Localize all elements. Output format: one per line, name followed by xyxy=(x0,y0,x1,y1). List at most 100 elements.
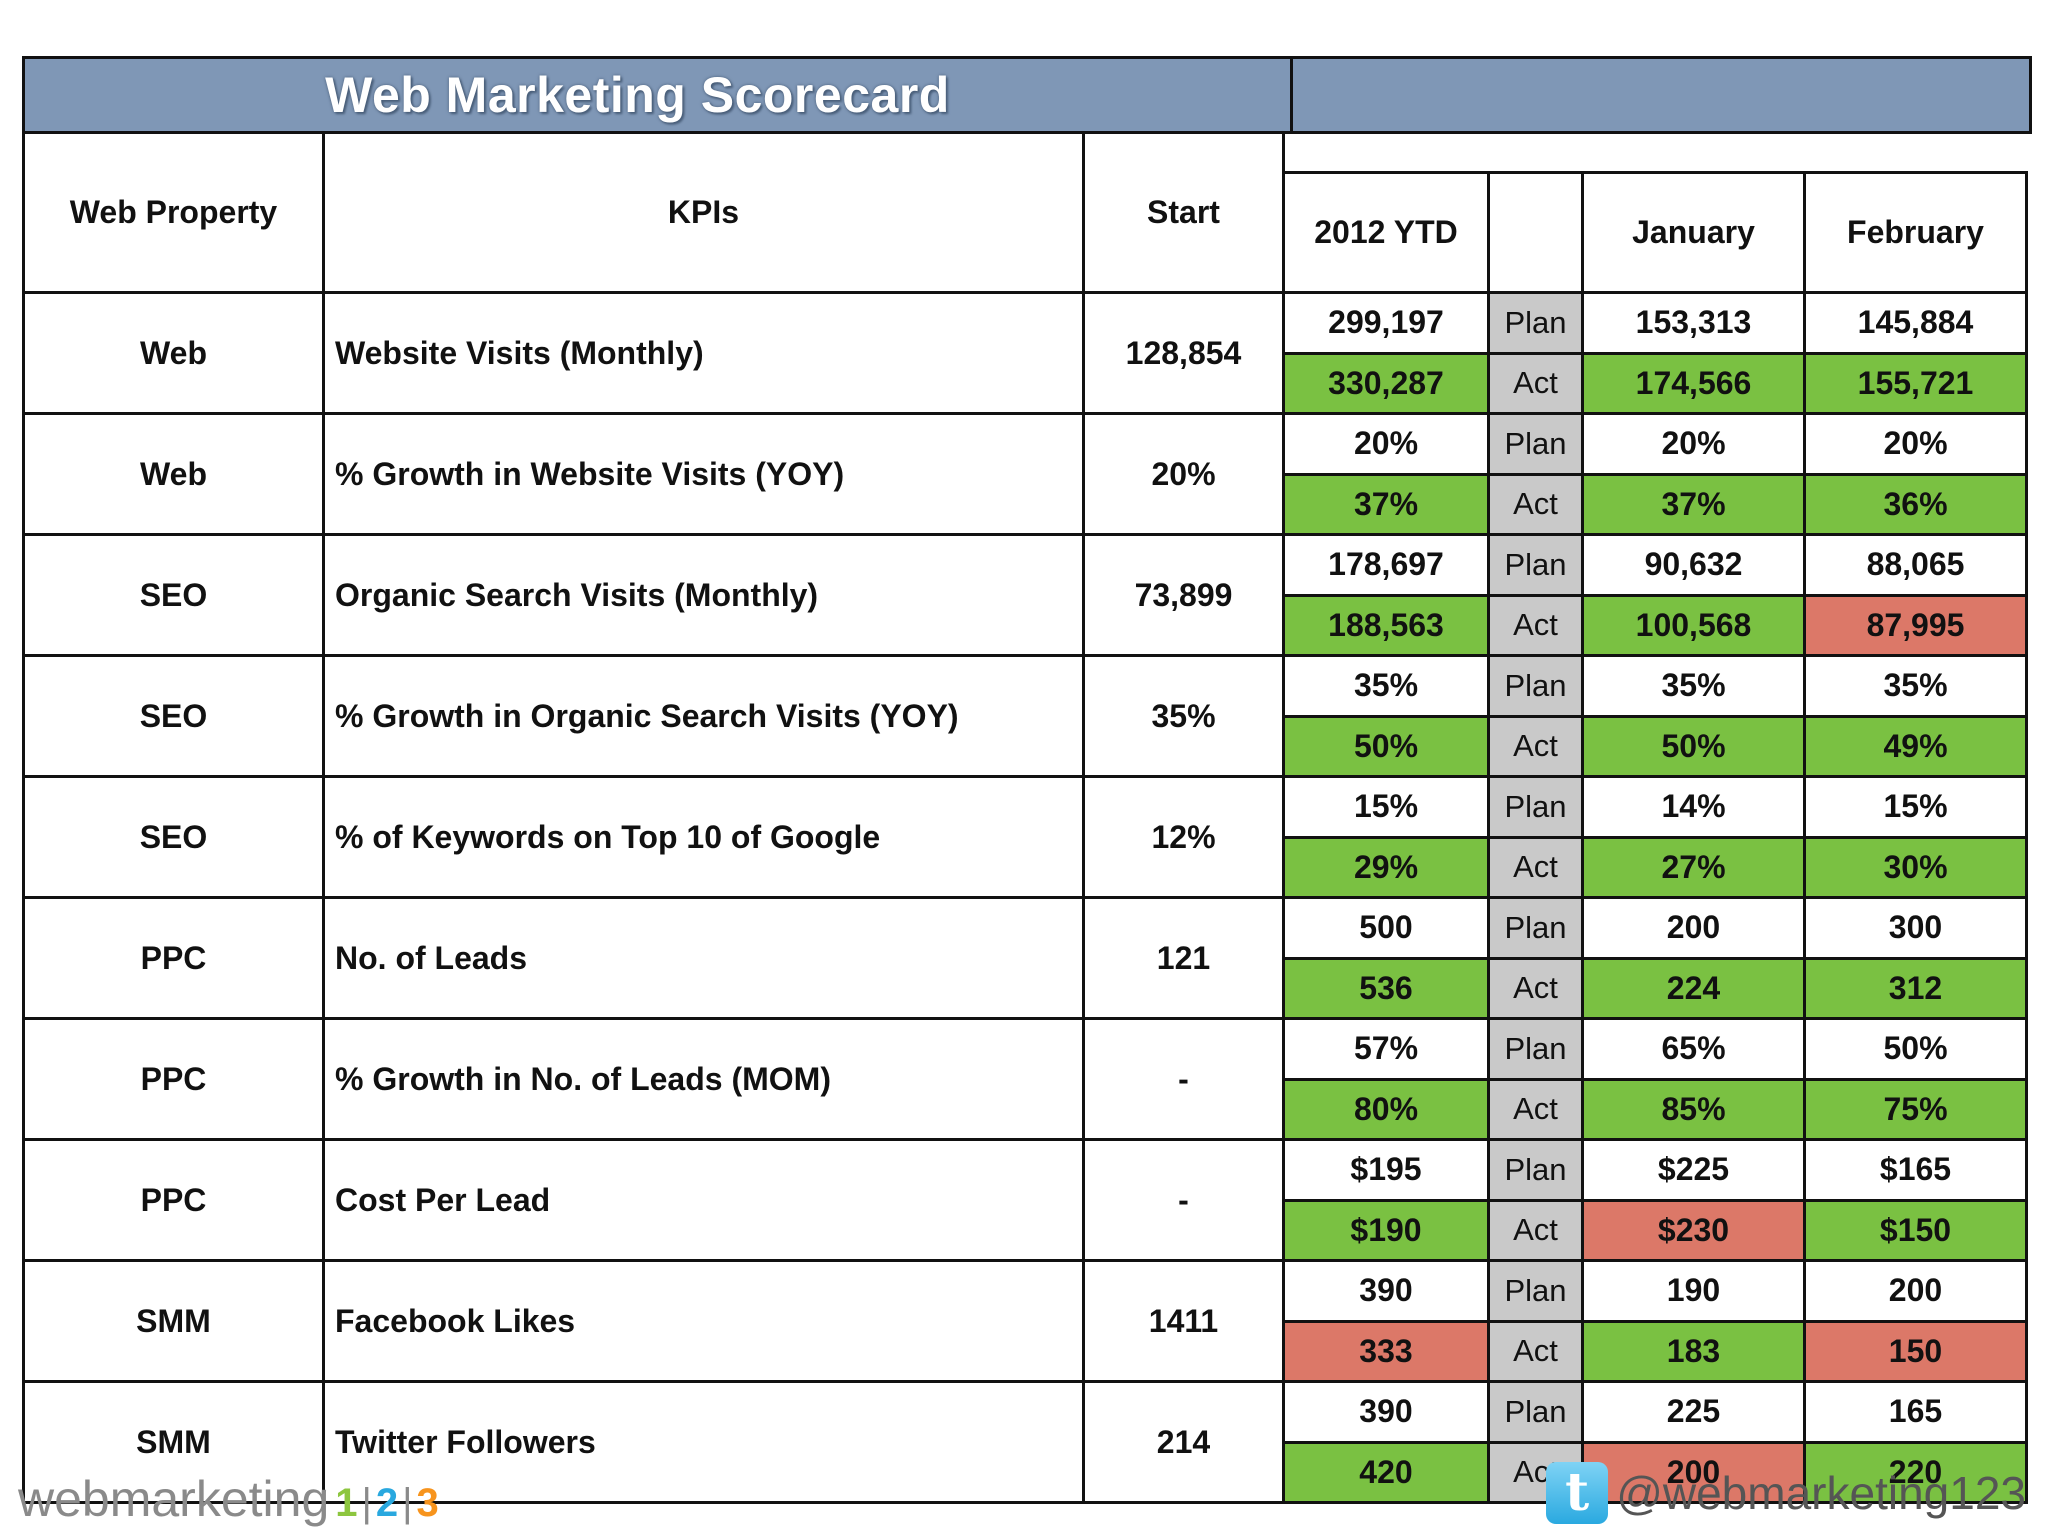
header-start: Start xyxy=(1085,134,1285,294)
start-cell: 1411 xyxy=(1085,1262,1285,1383)
plan-cell-ytd: 35% xyxy=(1285,657,1490,718)
act-cell-january: 50% xyxy=(1584,717,1806,778)
plan-cell-january: 190 xyxy=(1584,1262,1806,1323)
plan-cell-ytd: 500 xyxy=(1285,899,1490,960)
scorecard-table: Web Property KPIs Start 2012 YTD January Febr… xyxy=(22,134,2032,1504)
start-cell: - xyxy=(1085,1141,1285,1262)
act-cell-ytd: $190 xyxy=(1285,1201,1490,1262)
act-cell-february: $150 xyxy=(1806,1201,2028,1262)
logo-digit-1: 1 xyxy=(335,1481,358,1525)
plan-cell-february: 300 xyxy=(1806,899,2028,960)
plan-cell-february: 50% xyxy=(1806,1020,2028,1081)
act-label: Act xyxy=(1490,1080,1584,1141)
logo-text: webmarketing xyxy=(18,1471,330,1527)
act-label: Act xyxy=(1490,1322,1584,1383)
act-cell-january: 100,568 xyxy=(1584,596,1806,657)
act-cell-ytd: 330,287 xyxy=(1285,354,1490,415)
header-2012-ytd: 2012 YTD xyxy=(1285,174,1490,294)
act-label: Act xyxy=(1490,1201,1584,1262)
kpi-cell: Twitter Followers xyxy=(325,1383,1085,1504)
start-cell: - xyxy=(1085,1020,1285,1141)
plan-cell-february: 35% xyxy=(1806,657,2028,718)
act-cell-february: 36% xyxy=(1806,475,2028,536)
plan-cell-january: 20% xyxy=(1584,415,1806,476)
plan-label: Plan xyxy=(1490,1141,1584,1202)
scorecard-title: Web Marketing Scorecard xyxy=(325,67,950,123)
plan-cell-january: 35% xyxy=(1584,657,1806,718)
kpi-cell: % Growth in Website Visits (YOY) xyxy=(325,415,1085,536)
header-february: February xyxy=(1806,174,2028,294)
act-cell-january: 183 xyxy=(1584,1322,1806,1383)
act-cell-february: 220 xyxy=(1806,1443,2028,1504)
start-cell: 12% xyxy=(1085,778,1285,899)
act-cell-february: 155,721 xyxy=(1806,354,2028,415)
act-cell-february: 30% xyxy=(1806,838,2028,899)
kpi-cell: Organic Search Visits (Monthly) xyxy=(325,536,1085,657)
web-property-cell: Web xyxy=(25,294,325,415)
plan-label: Plan xyxy=(1490,536,1584,597)
act-cell-january: 37% xyxy=(1584,475,1806,536)
act-cell-february: 75% xyxy=(1806,1080,2028,1141)
act-cell-ytd: 420 xyxy=(1285,1443,1490,1504)
kpi-cell: No. of Leads xyxy=(325,899,1085,1020)
plan-label: Plan xyxy=(1490,899,1584,960)
title-bar: Web Marketing Scorecard xyxy=(22,56,2032,134)
kpi-cell: % of Keywords on Top 10 of Google xyxy=(325,778,1085,899)
logo-digit-3: 3 xyxy=(416,1481,439,1525)
web-property-cell: SMM xyxy=(25,1262,325,1383)
plan-cell-february: 15% xyxy=(1806,778,2028,839)
plan-cell-january: 65% xyxy=(1584,1020,1806,1081)
header-spacer xyxy=(1285,134,2028,174)
web-property-cell: SEO xyxy=(25,536,325,657)
act-label: Act xyxy=(1490,596,1584,657)
kpi-cell: % Growth in Organic Search Visits (YOY) xyxy=(325,657,1085,778)
start-cell: 214 xyxy=(1085,1383,1285,1504)
start-cell: 121 xyxy=(1085,899,1285,1020)
plan-cell-ytd: 57% xyxy=(1285,1020,1490,1081)
act-cell-january: $230 xyxy=(1584,1201,1806,1262)
act-cell-ytd: 37% xyxy=(1285,475,1490,536)
start-cell: 128,854 xyxy=(1085,294,1285,415)
title-bar-extension xyxy=(1293,59,2029,131)
kpi-cell: Website Visits (Monthly) xyxy=(325,294,1085,415)
logo-separator: | xyxy=(361,1481,372,1525)
act-cell-february: 312 xyxy=(1806,959,2028,1020)
plan-label: Plan xyxy=(1490,1383,1584,1444)
plan-cell-january: 90,632 xyxy=(1584,536,1806,597)
start-cell: 20% xyxy=(1085,415,1285,536)
web-property-cell: SEO xyxy=(25,657,325,778)
start-cell: 35% xyxy=(1085,657,1285,778)
act-cell-ytd: 188,563 xyxy=(1285,596,1490,657)
act-cell-february: 150 xyxy=(1806,1322,2028,1383)
plan-cell-ytd: 178,697 xyxy=(1285,536,1490,597)
act-label: Act xyxy=(1490,475,1584,536)
act-label: Act xyxy=(1490,959,1584,1020)
web-property-cell: PPC xyxy=(25,1141,325,1262)
plan-cell-ytd: 20% xyxy=(1285,415,1490,476)
web-marketing-scorecard: Web Marketing Scorecard Web Property KPIs… xyxy=(22,56,2032,1504)
plan-cell-january: 14% xyxy=(1584,778,1806,839)
header-web-property: Web Property xyxy=(25,134,325,294)
plan-label: Plan xyxy=(1490,1262,1584,1323)
kpi-cell: Facebook Likes xyxy=(325,1262,1085,1383)
act-cell-ytd: 80% xyxy=(1285,1080,1490,1141)
plan-label: Plan xyxy=(1490,657,1584,718)
plan-cell-february: 200 xyxy=(1806,1262,2028,1323)
plan-cell-january: $225 xyxy=(1584,1141,1806,1202)
plan-label: Plan xyxy=(1490,294,1584,355)
title-cell: Web Marketing Scorecard xyxy=(25,59,1293,131)
act-cell-january: 174,566 xyxy=(1584,354,1806,415)
plan-cell-ytd: 390 xyxy=(1285,1383,1490,1444)
twitter-handle[interactable]: @webmarketing123 xyxy=(1616,1467,2026,1519)
act-label: Act xyxy=(1490,354,1584,415)
web-property-cell: SEO xyxy=(25,778,325,899)
start-cell: 73,899 xyxy=(1085,536,1285,657)
plan-cell-february: 20% xyxy=(1806,415,2028,476)
twitter-bird-icon[interactable]: t xyxy=(1546,1462,1609,1524)
act-cell-january: 200 xyxy=(1584,1443,1806,1504)
web-property-cell: PPC xyxy=(25,1020,325,1141)
plan-cell-ytd: 299,197 xyxy=(1285,294,1490,355)
logo-digit-2: 2 xyxy=(375,1481,399,1525)
web-property-cell: SMM xyxy=(25,1383,325,1504)
kpi-cell: Cost Per Lead xyxy=(325,1141,1085,1262)
